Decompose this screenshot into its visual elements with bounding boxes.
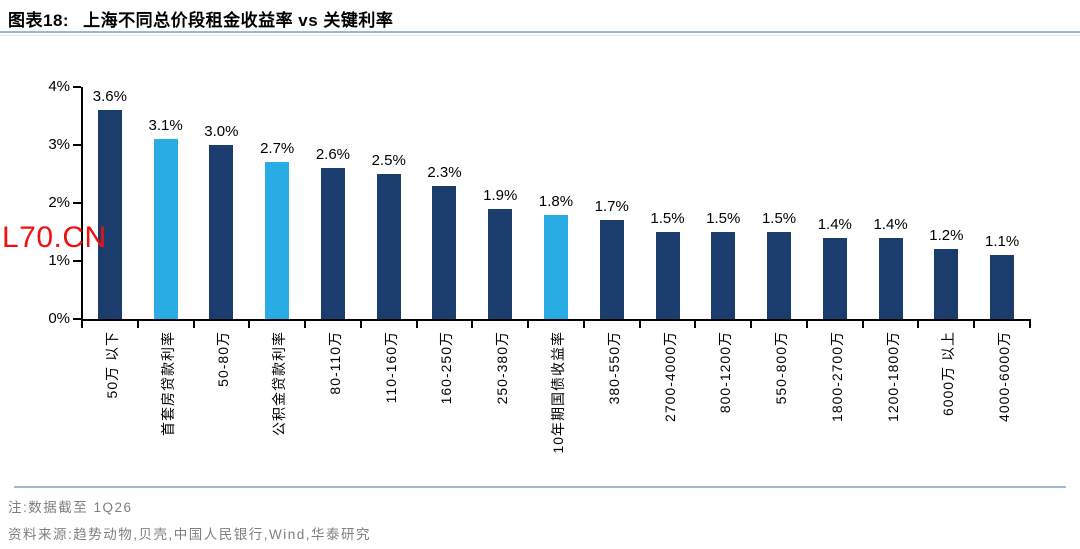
y-axis: [81, 87, 83, 321]
x-axis-label-text: 公积金贷款利率: [271, 331, 288, 436]
x-axis-label-text: 4000-6000万: [996, 331, 1013, 422]
bar: [655, 232, 680, 319]
bar: [990, 255, 1015, 319]
x-axis-label-text: 250-380万: [494, 331, 511, 405]
x-axis-tick: [192, 321, 195, 328]
x-axis-label-text: 80-110万: [326, 331, 343, 395]
x-axis-label-text: 800-1200万: [717, 331, 734, 414]
x-axis-tick: [1029, 321, 1031, 328]
bar-value-label: 1.9%: [483, 187, 518, 204]
chart-title: 图表18: 上海不同总价段租金收益率 vs 关键利率: [8, 6, 1072, 31]
y-axis-tick: [73, 202, 81, 204]
x-axis-label-text: 2700-4000万: [661, 331, 678, 422]
bar: [488, 209, 513, 319]
x-axis-tick: [694, 321, 697, 328]
x-axis-label-text: 550-800万: [773, 331, 790, 405]
bar-value-label: 3.0%: [204, 123, 239, 140]
y-axis-tick-label: 2%: [48, 194, 70, 211]
x-axis-label-text: 110-160万: [382, 331, 399, 404]
footer-note: 注:数据截至 1Q26: [8, 500, 133, 515]
x-axis-tick: [917, 321, 920, 328]
bar: [209, 145, 234, 319]
y-axis-tick-label: 0%: [48, 310, 70, 327]
x-axis-label-text: 160-250万: [438, 331, 455, 405]
y-axis-tick: [73, 144, 81, 146]
bar: [599, 220, 624, 319]
bar: [767, 232, 792, 319]
bar: [97, 110, 122, 319]
watermark: L70.CN: [2, 221, 107, 254]
bar-value-label: 1.1%: [985, 233, 1020, 250]
x-axis-tick: [359, 321, 362, 328]
footer-divider: [14, 486, 1066, 488]
bar: [153, 139, 178, 319]
x-axis-tick: [415, 321, 418, 328]
bar: [711, 232, 736, 319]
bar-value-label: 1.8%: [538, 193, 574, 210]
x-axis: [81, 319, 1031, 321]
x-axis-label-text: 1200-1800万: [884, 331, 901, 422]
bar: [265, 162, 290, 319]
x-axis-tick: [527, 321, 530, 328]
bar-value-label: 2.3%: [427, 164, 462, 181]
y-axis-tick-label: 4%: [48, 78, 70, 95]
x-axis-tick: [750, 321, 753, 328]
figure-number: 图表18:: [8, 11, 70, 30]
x-axis-label-text: 50万 以下: [103, 331, 120, 399]
bar-value-label: 2.7%: [260, 140, 295, 157]
bar: [822, 238, 847, 319]
bar-value-label: 1.5%: [706, 210, 741, 227]
x-axis-label-text: 50-80万: [215, 331, 232, 387]
bar-value-label: 1.4%: [873, 216, 908, 233]
bar-value-label: 3.6%: [92, 88, 127, 105]
bar: [320, 168, 345, 319]
bar-value-label: 3.1%: [148, 117, 183, 134]
x-axis-tick: [304, 321, 307, 328]
bar-value-label: 2.6%: [315, 146, 351, 163]
bar: [432, 186, 457, 319]
y-axis-tick-label: 3%: [48, 136, 70, 153]
bar: [878, 238, 903, 319]
x-axis-tick: [471, 321, 474, 328]
figure-title-text: 上海不同总价段租金收益率 vs 关键利率: [83, 11, 394, 30]
bar-value-label: 2.5%: [371, 152, 406, 169]
bar: [934, 249, 959, 319]
x-axis-tick: [638, 321, 641, 328]
y-axis-tick: [73, 318, 81, 320]
y-axis-tick-label: 1%: [48, 252, 70, 269]
bar-value-label: 1.5%: [650, 210, 685, 227]
bar: [376, 174, 401, 319]
y-axis-tick: [73, 86, 81, 88]
bar-value-label: 1.7%: [594, 198, 629, 215]
x-axis-tick: [136, 321, 139, 328]
x-axis-tick: [973, 321, 976, 328]
x-axis-tick: [81, 321, 83, 328]
bar-value-label: 1.4%: [817, 216, 852, 233]
y-axis-tick: [73, 260, 81, 262]
bar-value-label: 1.2%: [929, 227, 964, 244]
x-axis-tick: [861, 321, 864, 328]
x-axis-tick: [248, 321, 251, 328]
x-axis-label-text: 6000万 以上: [940, 331, 957, 417]
bar: [544, 215, 568, 319]
bar-value-label: 1.5%: [761, 210, 797, 227]
x-axis-label-text: 1800-2700万: [828, 331, 845, 422]
x-axis-label-text: 首套房贷款利率: [159, 331, 176, 436]
x-axis-tick: [805, 321, 808, 328]
title-divider: [0, 31, 1080, 36]
x-axis-label-text: 380-550万: [605, 331, 622, 405]
x-axis-label-text: 10年期国债收益率: [550, 331, 566, 454]
x-axis-tick: [582, 321, 585, 328]
footer-source: 资料来源:趋势动物,贝壳,中国人民银行,Wind,华泰研究: [8, 527, 372, 542]
